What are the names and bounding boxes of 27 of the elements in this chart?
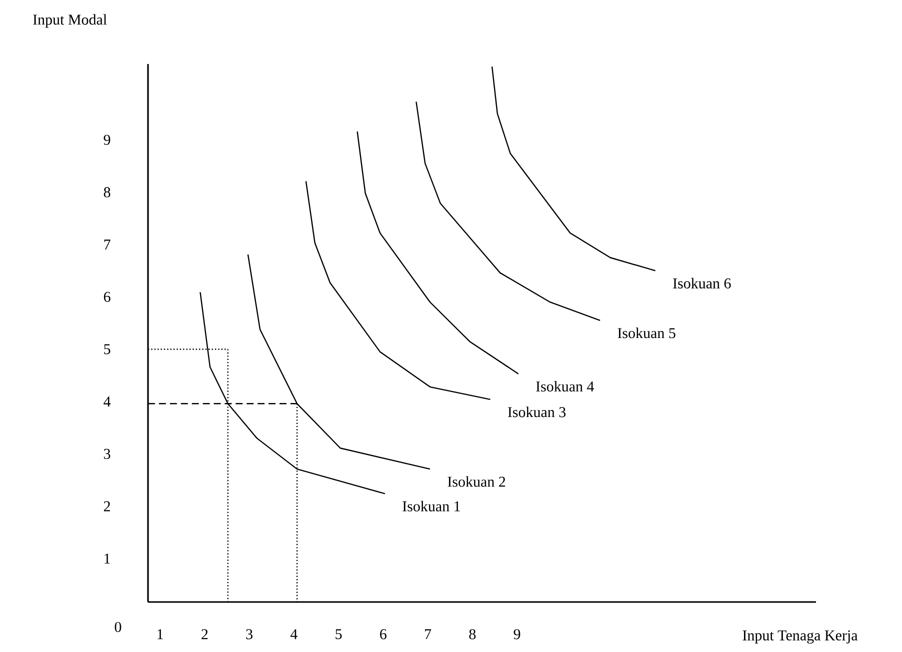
y-tick-label: 5 [104, 344, 110, 354]
x-tick-label: 1 [158, 629, 163, 640]
y-tick-label: 4 [104, 396, 111, 406]
x-tick-label: 7 [425, 629, 432, 640]
y-tick-label: 3 [104, 448, 110, 459]
y-axis-title: Input Modal [33, 14, 107, 28]
y-tick-label: 9 [104, 134, 110, 145]
y-tick-label: 1 [104, 554, 110, 564]
x-axis-title: Input Tenaga Kerja [742, 630, 858, 644]
x-tick-label: 9 [514, 629, 520, 640]
x-tick-label: 5 [336, 629, 342, 640]
series-label: Isokuan 2 [448, 476, 506, 487]
x-tick-label: 2 [202, 629, 208, 640]
x-tick-label: 8 [469, 629, 476, 640]
y-tick-label: 7 [104, 240, 110, 250]
x-tick-label: 6 [380, 629, 386, 640]
series-label: Isokuan 6 [673, 278, 731, 288]
series-label: Isokuan 4 [536, 381, 594, 392]
y-tick-label: 8 [104, 187, 110, 198]
y-tick-label: 2 [104, 501, 110, 512]
series-label: Isokuan 1 [402, 500, 460, 512]
x-tick-label: 4 [290, 629, 298, 640]
text: 0 [114, 622, 122, 632]
series-label: Isokuan 3 [508, 406, 566, 418]
y-tick-label: 6 [104, 292, 110, 302]
series-label: Isokuan 5 [618, 328, 676, 338]
x-tick-label: 3 [246, 629, 252, 640]
